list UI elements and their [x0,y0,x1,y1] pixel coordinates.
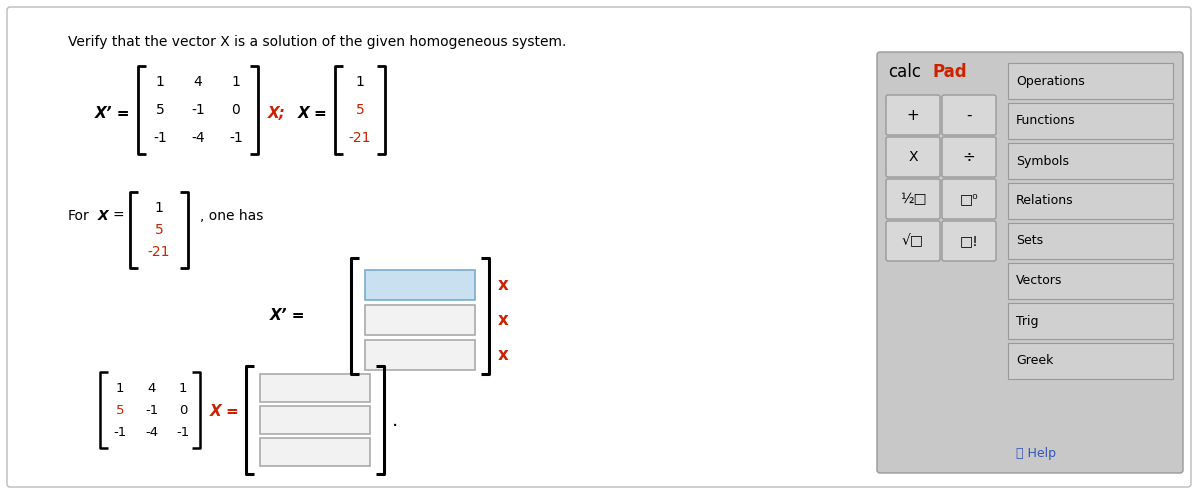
Text: X: X [908,150,918,164]
FancyBboxPatch shape [1008,303,1174,339]
Text: -: - [966,108,972,123]
Text: ÷: ÷ [962,149,976,165]
FancyBboxPatch shape [942,95,996,135]
Text: X’ =: X’ = [270,309,305,323]
Text: 5: 5 [115,404,125,417]
Text: For: For [68,209,90,223]
Text: 1: 1 [179,381,187,394]
Text: -1: -1 [191,103,205,117]
Text: -4: -4 [191,131,205,145]
FancyBboxPatch shape [365,340,475,370]
Text: 1: 1 [115,381,125,394]
Text: x: x [498,311,509,329]
Text: =: = [113,209,125,223]
Text: 0: 0 [179,404,187,417]
FancyBboxPatch shape [886,95,940,135]
Text: 1: 1 [355,75,365,89]
Text: √□: √□ [902,234,924,248]
Text: x: x [498,276,509,294]
Text: Sets: Sets [1016,235,1043,248]
Text: x: x [498,346,509,364]
Text: calc: calc [888,63,922,81]
Text: Greek: Greek [1016,355,1054,368]
FancyBboxPatch shape [942,137,996,177]
Text: Pad: Pad [932,63,967,81]
FancyBboxPatch shape [886,137,940,177]
FancyBboxPatch shape [886,179,940,219]
Text: □⁰: □⁰ [960,192,978,206]
Text: Vectors: Vectors [1016,274,1062,288]
Text: -4: -4 [145,426,158,438]
Text: X: X [98,209,109,223]
Text: 4: 4 [148,381,156,394]
Text: 1: 1 [155,201,163,215]
FancyBboxPatch shape [365,270,475,300]
FancyBboxPatch shape [1008,263,1174,299]
Text: , one has: , one has [200,209,263,223]
Text: 1: 1 [232,75,240,89]
Text: X’ =: X’ = [95,107,130,122]
Text: 5: 5 [156,103,164,117]
FancyBboxPatch shape [1008,143,1174,179]
FancyBboxPatch shape [1008,343,1174,379]
FancyBboxPatch shape [886,221,940,261]
FancyBboxPatch shape [942,221,996,261]
FancyBboxPatch shape [1008,223,1174,259]
Text: Operations: Operations [1016,74,1085,87]
Text: ½□: ½□ [900,192,926,206]
Text: Verify that the vector X is a solution of the given homogeneous system.: Verify that the vector X is a solution o… [68,35,566,49]
Text: .: . [392,411,398,430]
Text: -1: -1 [229,131,242,145]
Text: Trig: Trig [1016,314,1038,327]
FancyBboxPatch shape [1008,103,1174,139]
Text: Relations: Relations [1016,194,1074,207]
FancyBboxPatch shape [260,438,370,466]
Text: -1: -1 [176,426,190,438]
Text: -21: -21 [148,245,170,259]
FancyBboxPatch shape [365,305,475,335]
FancyBboxPatch shape [260,374,370,402]
Text: X =: X = [298,107,328,122]
Text: -21: -21 [349,131,371,145]
Text: X =: X = [210,405,240,420]
Text: 4: 4 [193,75,203,89]
Text: 5: 5 [155,223,163,237]
Text: +: + [907,108,919,123]
FancyBboxPatch shape [1008,63,1174,99]
Text: 1: 1 [156,75,164,89]
FancyBboxPatch shape [1008,183,1174,219]
Text: -1: -1 [154,131,167,145]
Text: -1: -1 [145,404,158,417]
FancyBboxPatch shape [877,52,1183,473]
Text: Functions: Functions [1016,115,1075,127]
FancyBboxPatch shape [942,179,996,219]
Text: Symbols: Symbols [1016,154,1069,168]
Text: 0: 0 [232,103,240,117]
Text: 5: 5 [355,103,365,117]
Text: ⓘ Help: ⓘ Help [1016,447,1056,460]
Text: -1: -1 [113,426,127,438]
FancyBboxPatch shape [260,406,370,434]
Text: X;: X; [268,107,286,122]
FancyBboxPatch shape [7,7,1190,487]
Text: □!: □! [960,234,978,248]
